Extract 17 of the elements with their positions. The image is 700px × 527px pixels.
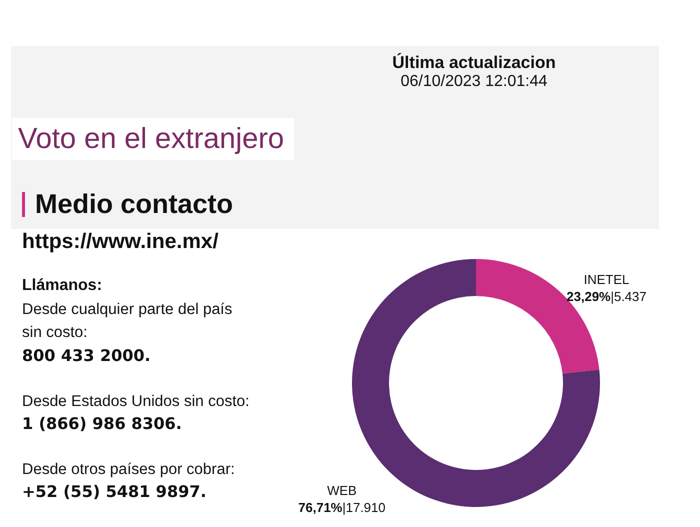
text: Llámanos: bbox=[22, 276, 102, 296]
slice-label: INETEL bbox=[584, 272, 630, 287]
data-label: 76,71%|17.910 bbox=[298, 500, 386, 516]
text: +52 (55) 5481 9897. bbox=[22, 481, 206, 503]
slice-label: WEB bbox=[327, 483, 357, 498]
text: Desde Estados Unidos sin costo: bbox=[22, 392, 250, 412]
text: sin costo: bbox=[22, 323, 88, 343]
text: 1 (866) 986 8306. bbox=[22, 413, 182, 435]
chart-subtitle: Medio contacto bbox=[22, 189, 234, 219]
text: Desde cualquier parte del país bbox=[22, 300, 232, 320]
text: https://www.ine.mx/ bbox=[22, 230, 218, 253]
text: Desde otros países por cobrar: bbox=[22, 460, 235, 480]
chart-title: Voto en el extranjero bbox=[12, 118, 294, 160]
data-label: 23,29%|5.437 bbox=[566, 288, 647, 304]
text: 800 433 2000. bbox=[22, 345, 151, 367]
text: Última actualizacion bbox=[392, 52, 556, 74]
text: 06/10/2023 12:01:44 bbox=[400, 72, 548, 92]
